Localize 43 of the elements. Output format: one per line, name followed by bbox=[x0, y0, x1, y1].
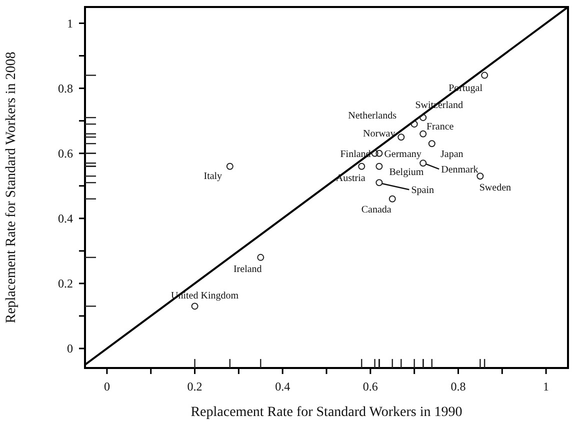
annotation: Denmark bbox=[441, 164, 478, 176]
annotation: Japan bbox=[440, 149, 464, 160]
annotation: Italy bbox=[204, 170, 222, 182]
point bbox=[226, 162, 234, 170]
y-tick-label: 0.8 bbox=[58, 82, 73, 96]
point bbox=[191, 302, 198, 310]
annotation: France bbox=[426, 121, 454, 132]
point bbox=[376, 150, 383, 157]
x-tick-label: 0.8 bbox=[450, 380, 466, 394]
annotation: Ireland bbox=[233, 264, 262, 275]
x-tick-label: 0.4 bbox=[275, 380, 290, 394]
x-tick-label: 1 bbox=[543, 380, 550, 394]
y-tick-label: 0.2 bbox=[58, 276, 73, 291]
y-axis-title: Replacement Rate for Standard Workers in 2008 bbox=[4, 52, 19, 324]
annotation: Netherlands bbox=[348, 110, 397, 122]
annotation: Belgium bbox=[389, 166, 424, 178]
annotation: Canada bbox=[361, 204, 392, 216]
point bbox=[420, 160, 427, 167]
point bbox=[428, 140, 436, 148]
x-tick-label: 0.2 bbox=[187, 380, 202, 394]
annotation: Spain bbox=[411, 185, 434, 196]
point bbox=[257, 254, 264, 261]
point bbox=[420, 130, 427, 138]
point bbox=[410, 120, 418, 128]
point bbox=[358, 162, 366, 170]
annotation: Norway bbox=[363, 128, 396, 140]
point bbox=[371, 150, 378, 157]
x-axis-title: Replacement Rate for Standard Workers in 1990 bbox=[190, 405, 462, 420]
y-tick-label: 0.4 bbox=[58, 212, 73, 226]
x-tick-label: 0.6 bbox=[362, 380, 378, 394]
point bbox=[398, 134, 405, 141]
y-tick-label: 1 bbox=[67, 16, 73, 31]
annotation: Germany bbox=[384, 148, 422, 160]
x-tick-label: 0 bbox=[104, 380, 110, 394]
point bbox=[420, 114, 427, 122]
annotation: Sweden bbox=[479, 182, 512, 194]
point bbox=[481, 72, 488, 79]
y-tick-label: 0.6 bbox=[58, 146, 73, 161]
point bbox=[476, 172, 484, 180]
point bbox=[376, 162, 383, 170]
point bbox=[376, 179, 383, 186]
point bbox=[388, 195, 396, 202]
y-tick-label: 0 bbox=[67, 342, 73, 356]
